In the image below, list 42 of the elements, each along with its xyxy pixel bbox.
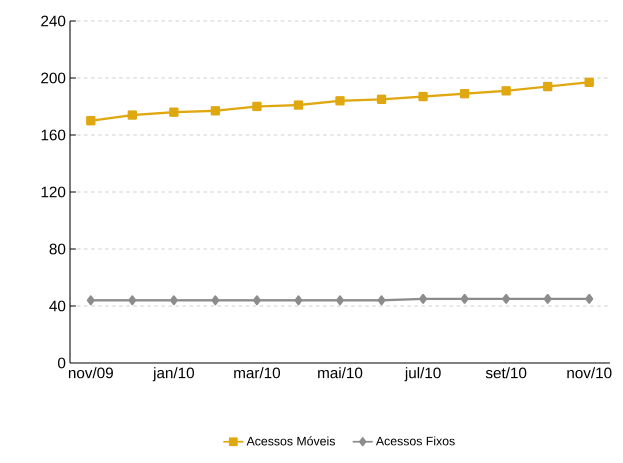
x-tick-label: jul/10 [404, 367, 441, 382]
point [169, 108, 179, 117]
point [294, 295, 302, 306]
point [336, 295, 344, 306]
x-tick-label: set/10 [486, 367, 526, 378]
point [252, 295, 261, 306]
legend-label: Acessos Fixos [376, 436, 455, 446]
y-tick-label: 240 [41, 16, 66, 26]
y-tick-label: 120 [42, 186, 66, 198]
point [252, 102, 262, 112]
point [170, 295, 178, 306]
point [294, 100, 304, 110]
y-tick-label: 160 [42, 130, 66, 140]
point [460, 294, 469, 304]
y-tick-label: 200 [41, 72, 66, 84]
point [211, 295, 220, 306]
x-tick-label: jan/10 [152, 367, 194, 382]
x-tick-label: mai/10 [318, 367, 362, 378]
point [584, 78, 594, 87]
legend-label: Acessos Móveis [246, 436, 335, 446]
point [544, 294, 552, 304]
point [543, 82, 552, 92]
point [502, 294, 510, 304]
point [585, 294, 594, 304]
point [128, 110, 137, 120]
point [460, 88, 470, 98]
x-tick-label: nov/10 [567, 367, 612, 378]
point [378, 295, 386, 306]
point [86, 116, 96, 126]
point [501, 86, 511, 96]
y-tick-label: 80 [50, 244, 66, 254]
point [86, 295, 95, 306]
y-tick-label: 40 [49, 300, 66, 312]
point [418, 92, 428, 102]
point [376, 94, 386, 104]
point [210, 106, 220, 116]
y-tick-label: 0 [58, 358, 66, 368]
point [419, 294, 428, 304]
x-tick-label: nov/09 [68, 367, 113, 378]
x-tick-label: mar/10 [234, 367, 280, 378]
point [335, 96, 345, 106]
point [128, 295, 136, 306]
